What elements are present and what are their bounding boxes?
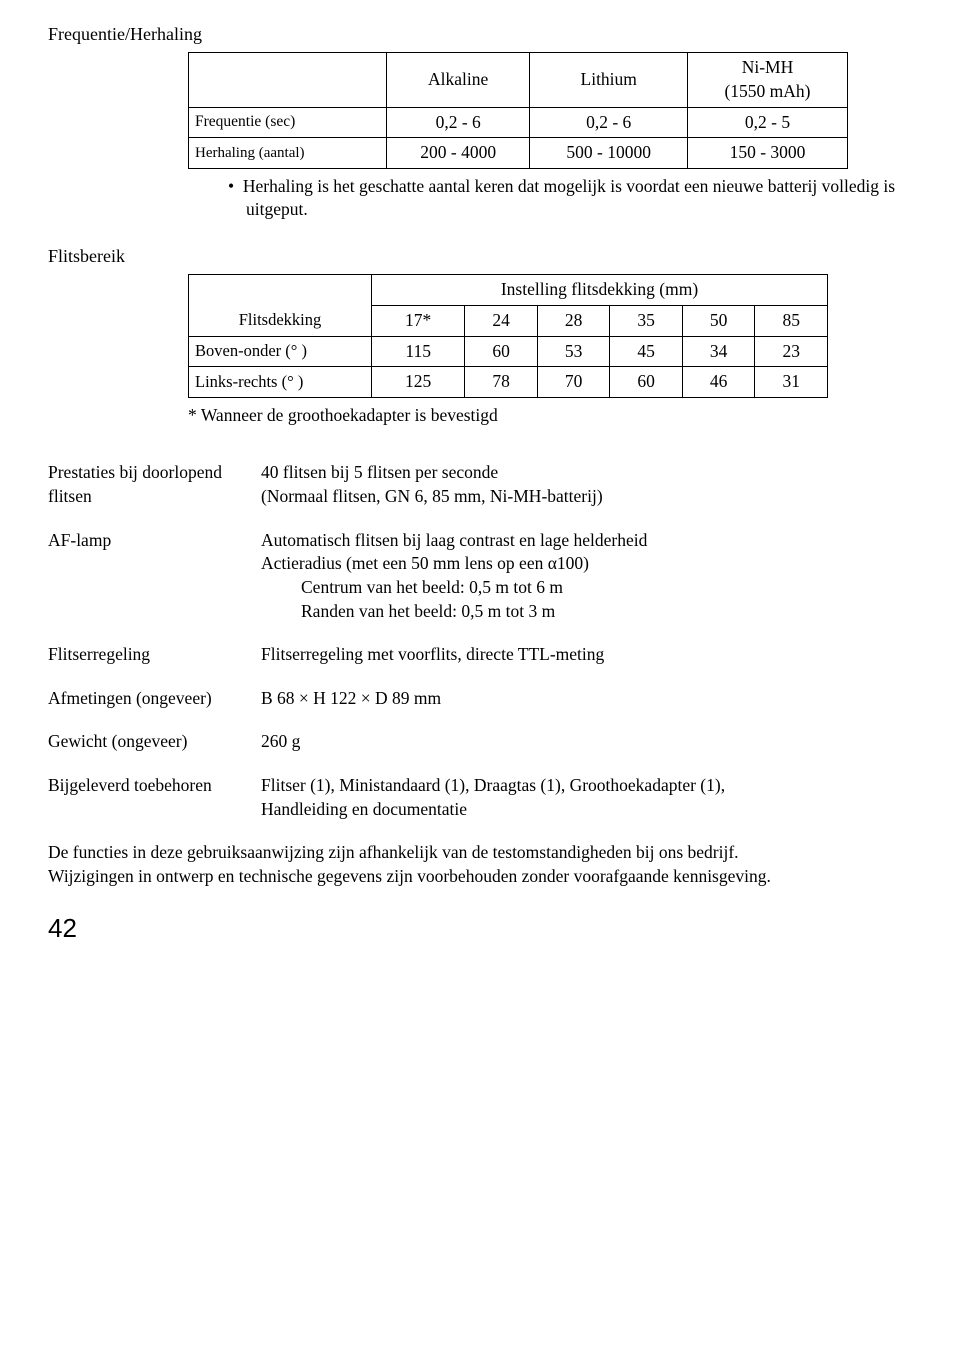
range-group-header: Instelling flitsdekking (mm)	[372, 275, 828, 306]
spec-line: 260 g	[261, 730, 906, 754]
spec-label: Gewicht (ongeveer)	[48, 730, 261, 754]
freq-th-lithium: Lithium	[530, 53, 688, 107]
freq-row1-label: Herhaling (aantal)	[189, 138, 387, 169]
spec-value: Automatisch flitsen bij laag contrast en…	[261, 529, 906, 624]
range-col1: 24	[465, 305, 538, 336]
spec-value: Flitser (1), Ministandaard (1), Draagtas…	[261, 774, 906, 821]
range-r1-c3: 60	[610, 367, 683, 398]
range-footnote: * Wanneer de groothoekadapter is bevesti…	[188, 404, 906, 428]
range-r0-c1: 60	[465, 336, 538, 367]
freq-row0-label: Frequentie (sec)	[189, 107, 387, 138]
range-r1-c2: 70	[537, 367, 610, 398]
spec-row: Afmetingen (ongeveer) B 68 × H 122 × D 8…	[48, 687, 906, 711]
freq-th-blank	[189, 53, 387, 107]
freq-row0-c1: 0,2 - 6	[530, 107, 688, 138]
spec-row: Prestaties bij doorlopend flitsen 40 fli…	[48, 461, 906, 508]
spec-line: Flitser (1), Ministandaard (1), Draagtas…	[261, 774, 906, 798]
range-r1-label: Links-rechts (° )	[189, 367, 372, 398]
range-r0-c5: 23	[755, 336, 828, 367]
range-r1-c0: 125	[372, 367, 465, 398]
freq-row1-c2: 150 - 3000	[688, 138, 848, 169]
range-r0-c4: 34	[682, 336, 755, 367]
bullet-icon: •	[228, 176, 234, 196]
spec-label: Flitserregeling	[48, 643, 261, 667]
spec-label: Prestaties bij doorlopend flitsen	[48, 461, 261, 508]
page-number: 42	[48, 911, 906, 946]
range-corner-blank	[189, 275, 372, 306]
spec-line: Handleiding en documentatie	[261, 798, 906, 822]
spec-row: Flitserregeling Flitserregeling met voor…	[48, 643, 906, 667]
range-r1-c5: 31	[755, 367, 828, 398]
range-title: Flitsbereik	[48, 244, 906, 268]
footnote-text: Wanneer de groothoekadapter is bevestigd	[201, 405, 498, 425]
spec-subline: Centrum van het beeld: 0,5 m tot 6 m	[261, 576, 906, 600]
freq-note: • Herhaling is het geschatte aantal kere…	[228, 175, 906, 222]
range-r0-label: Boven-onder (° )	[189, 336, 372, 367]
range-col0: 17*	[372, 305, 465, 336]
spec-line: Flitserregeling met voorflits, directe T…	[261, 643, 906, 667]
freq-note-text: Herhaling is het geschatte aantal keren …	[243, 176, 895, 220]
range-r1-c1: 78	[465, 367, 538, 398]
range-col3: 35	[610, 305, 683, 336]
spec-line: Automatisch flitsen bij laag contrast en…	[261, 529, 906, 553]
range-r0-c0: 115	[372, 336, 465, 367]
footnote-star: *	[188, 405, 197, 425]
freq-table: Alkaline Lithium Ni-MH (1550 mAh) Freque…	[188, 52, 848, 169]
range-col2: 28	[537, 305, 610, 336]
freq-row1-c0: 200 - 4000	[386, 138, 529, 169]
spec-row: Bijgeleverd toebehoren Flitser (1), Mini…	[48, 774, 906, 821]
spec-label: Afmetingen (ongeveer)	[48, 687, 261, 711]
spec-label: Bijgeleverd toebehoren	[48, 774, 261, 821]
spec-line: (Normaal flitsen, GN 6, 85 mm, Ni-MH-bat…	[261, 485, 906, 509]
range-label-header: Flitsdekking	[189, 305, 372, 336]
freq-row1-c1: 500 - 10000	[530, 138, 688, 169]
bottom-p1: De functies in deze gebruiksaanwijzing z…	[48, 841, 906, 865]
range-r1-c4: 46	[682, 367, 755, 398]
spec-line: Actieradius (met een 50 mm lens op een α…	[261, 552, 906, 576]
spec-line: 40 flitsen bij 5 flitsen per seconde	[261, 461, 906, 485]
spec-value: Flitserregeling met voorflits, directe T…	[261, 643, 906, 667]
range-col5: 85	[755, 305, 828, 336]
freq-title: Frequentie/Herhaling	[48, 22, 906, 46]
spec-value: B 68 × H 122 × D 89 mm	[261, 687, 906, 711]
range-table: Instelling flitsdekking (mm) Flitsdekkin…	[188, 274, 828, 398]
bottom-p2: Wijzigingen in ontwerp en technische geg…	[48, 865, 906, 889]
spec-value: 40 flitsen bij 5 flitsen per seconde (No…	[261, 461, 906, 508]
freq-row0-c2: 0,2 - 5	[688, 107, 848, 138]
spec-value: 260 g	[261, 730, 906, 754]
freq-row0-c0: 0,2 - 6	[386, 107, 529, 138]
spec-row: AF-lamp Automatisch flitsen bij laag con…	[48, 529, 906, 624]
bottom-paragraph: De functies in deze gebruiksaanwijzing z…	[48, 841, 906, 888]
freq-th-nimh: Ni-MH (1550 mAh)	[688, 53, 848, 107]
range-col4: 50	[682, 305, 755, 336]
spec-line: B 68 × H 122 × D 89 mm	[261, 687, 906, 711]
spec-label: AF-lamp	[48, 529, 261, 624]
range-r0-c2: 53	[537, 336, 610, 367]
spec-subline: Randen van het beeld: 0,5 m tot 3 m	[261, 600, 906, 624]
range-r0-c3: 45	[610, 336, 683, 367]
spec-row: Gewicht (ongeveer) 260 g	[48, 730, 906, 754]
freq-th-alkaline: Alkaline	[386, 53, 529, 107]
